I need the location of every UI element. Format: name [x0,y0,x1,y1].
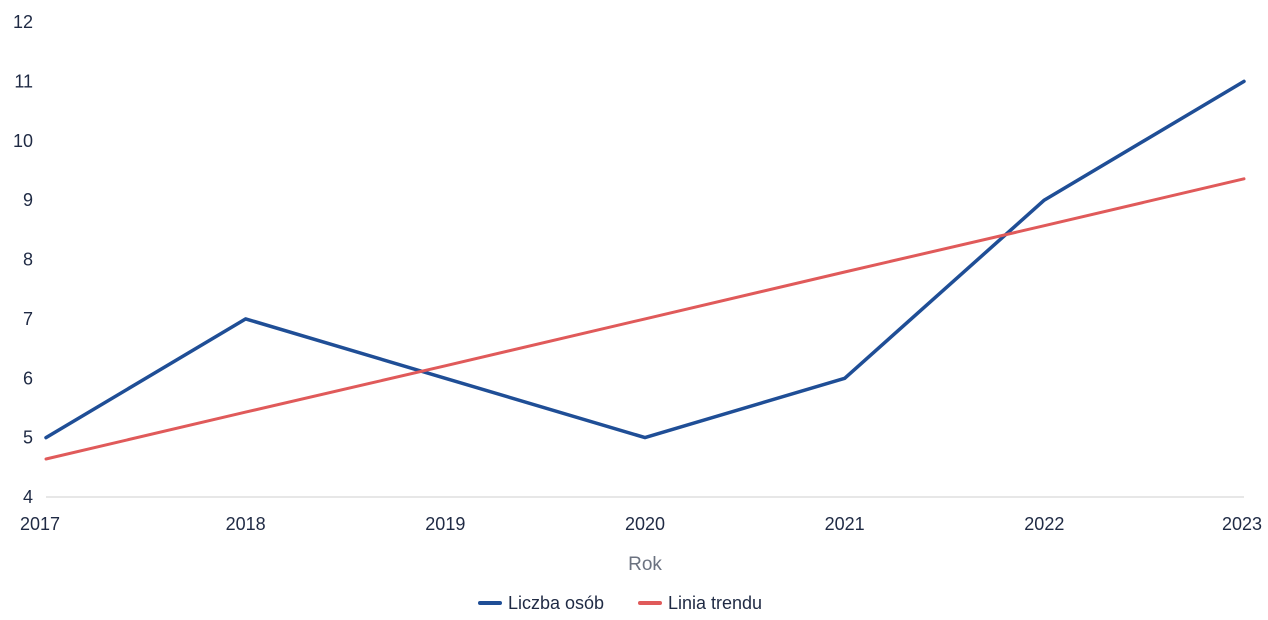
x-tick-label: 2023 [1222,514,1262,534]
x-tick-label: 2020 [625,514,665,534]
y-tick-label: 12 [13,12,33,32]
y-axis-ticks: 4 5 6 7 8 9 10 11 12 [13,12,33,507]
legend: Liczba osób Linia trendu [478,593,762,613]
x-axis-title: Rok [628,554,662,575]
x-tick-label: 2019 [425,514,465,534]
y-tick-label: 8 [23,250,33,270]
y-tick-label: 6 [23,368,33,388]
y-tick-label: 11 [14,71,33,91]
y-tick-label: 10 [13,131,33,151]
y-tick-label: 7 [23,309,33,329]
x-tick-label: 2018 [226,514,266,534]
y-tick-label: 4 [23,487,33,507]
y-tick-label: 5 [23,428,33,448]
x-tick-label: 2022 [1024,514,1064,534]
y-tick-label: 9 [23,190,33,210]
legend-label: Liczba osób [508,593,604,613]
x-axis-ticks: 2017 2018 2019 2020 2021 2022 2023 [20,514,1262,534]
x-tick-label: 2017 [20,514,60,534]
series-line-liczba-osob [44,79,1246,440]
x-tick-label: 2021 [825,514,865,534]
series-layer [44,79,1246,461]
legend-label: Linia trendu [668,593,762,613]
series-line-linia-trendu [44,177,1246,461]
